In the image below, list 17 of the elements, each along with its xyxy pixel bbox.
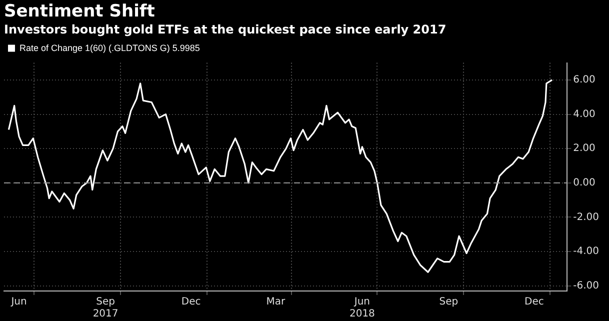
y-tick-label: 0.00	[573, 178, 596, 188]
y-tick-label: 2.00	[573, 143, 596, 154]
y-tick-label: -4.00	[573, 246, 599, 258]
y-tick-label: 4.00	[573, 108, 596, 120]
y-tick-label: -2.00	[573, 212, 599, 223]
chart-subtitle: Investors bought gold ETFs at the quickest pace since early 2017	[4, 22, 446, 37]
x-tick-label: Jun 2018	[349, 296, 375, 320]
x-tick-label: Mar	[266, 296, 286, 308]
chart-title: Sentiment Shift	[4, 2, 155, 22]
x-tick-label: Dec	[524, 296, 544, 308]
x-tick-label: Sep 2017	[92, 296, 118, 320]
y-tick-label: 6.00	[573, 74, 596, 86]
y-tick-label: -6.00	[573, 280, 599, 292]
legend-label: Rate of Change 1(60) (.GLDTONS G) 5.9985	[20, 42, 200, 53]
x-tick-label: Sep	[439, 296, 458, 308]
x-tick-label: Jun	[10, 296, 27, 308]
x-tick-label: Dec	[181, 296, 201, 308]
